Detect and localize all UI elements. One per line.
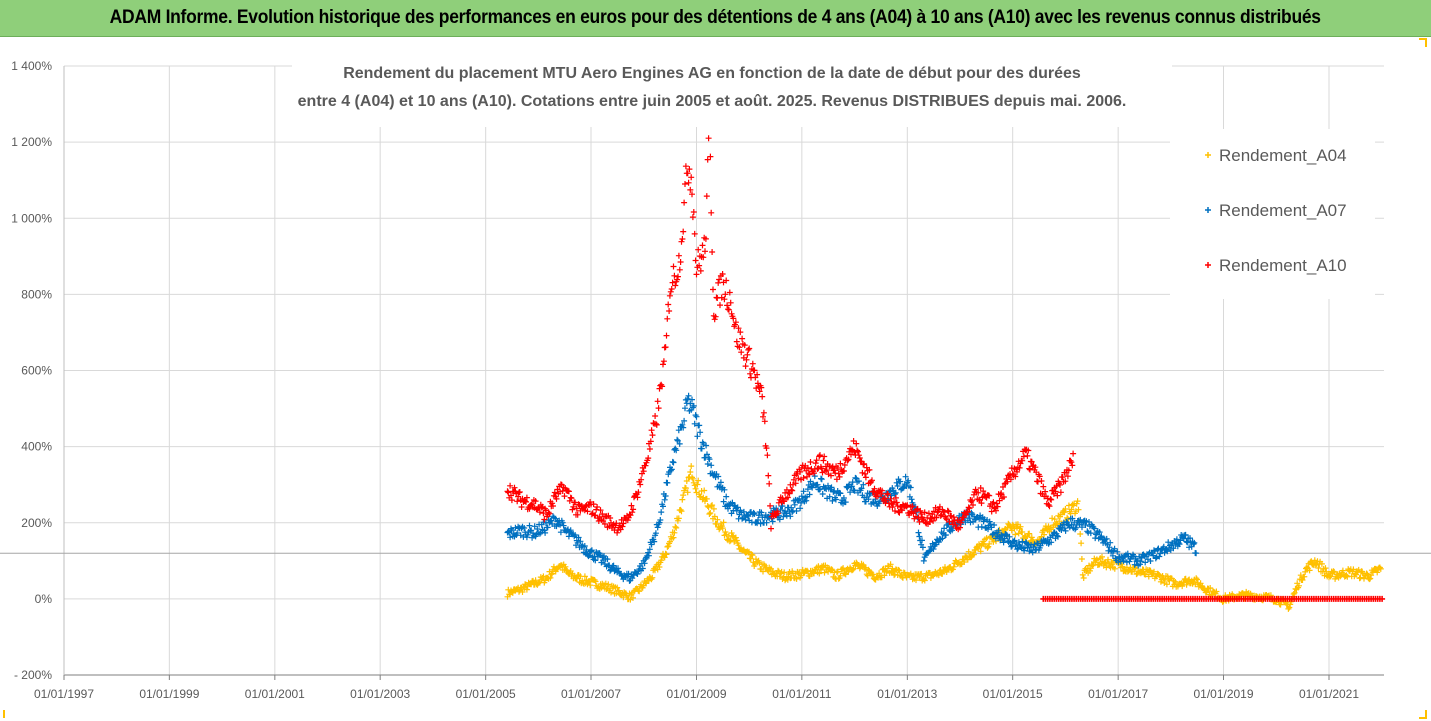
x-tick-label: 01/01/2007 [561,687,621,701]
x-tick-label: 01/01/2003 [350,687,410,701]
series-markers [504,463,1384,612]
gridlines [0,65,1431,676]
series-Rendement_A07 [504,392,1200,584]
corner-marks [3,38,1427,719]
series-Rendement_A10 [504,109,1386,602]
legend-marker [1205,207,1211,213]
x-tick-label: 01/01/2005 [456,687,516,701]
x-tick-label: 01/01/2013 [877,687,937,701]
x-tick-label: 01/01/2019 [1193,687,1253,701]
title-box [292,57,1172,127]
x-tick-label: 01/01/2011 [772,687,831,701]
banner: ADAM Informe. Evolution historique des p… [0,0,1431,37]
x-tick-label: 01/01/2001 [245,687,305,701]
y-tick-label: 1 200% [11,135,52,149]
y-tick-label: 1 400% [11,59,52,73]
legend-marker [1205,262,1211,268]
x-axis: 01/01/1997 01/01/1999 01/01/2001 01/01/2003… [34,675,1359,701]
chart-title-line1: Rendement du placement MTU Aero Engines … [343,65,1081,82]
x-tick-label: 01/01/2015 [983,687,1043,701]
y-tick-label: 600% [21,364,52,378]
y-tick-label: 200% [21,516,52,530]
y-tick-label: 1 000% [11,211,52,225]
x-tick-label: 01/01/2017 [1088,687,1148,701]
series-flat-segment [1040,595,1386,602]
y-tick-label: - 200% [14,668,52,682]
legend: Rendement_A04 Rendement_A07 Rendement_A10 [1170,129,1375,299]
legend-label: Rendement_A10 [1219,256,1347,275]
series-layer [504,109,1386,612]
series-Rendement_A04 [504,463,1384,612]
y-tick-label: 800% [21,287,52,301]
y-tick-label: 400% [21,440,52,454]
banner-title: ADAM Informe. Evolution historique des p… [109,7,1322,28]
x-tick-label: 01/01/2009 [666,687,726,701]
legend-box [1170,129,1375,299]
y-tick-label: 0% [35,592,53,606]
x-tick-label: 01/01/1999 [139,687,199,701]
legend-label: Rendement_A04 [1219,146,1347,165]
x-tick-label: 01/01/2021 [1299,687,1359,701]
legend-label: Rendement_A07 [1219,201,1347,220]
y-axis: - 200% 0% 200% 400% 600% 800% 1 000% 1 200% 1 40… [11,59,52,682]
legend-marker [1205,152,1211,158]
chart: - 200% 0% 200% 400% 600% 800% 1 000% 1 200% 1 40… [0,37,1431,721]
x-tick-label: 01/01/1997 [34,687,94,701]
series-markers [504,109,1077,536]
chart-title-line2: entre 4 (A04) et 10 ans (A10). Cotations… [298,93,1127,110]
series-markers [504,392,1200,584]
